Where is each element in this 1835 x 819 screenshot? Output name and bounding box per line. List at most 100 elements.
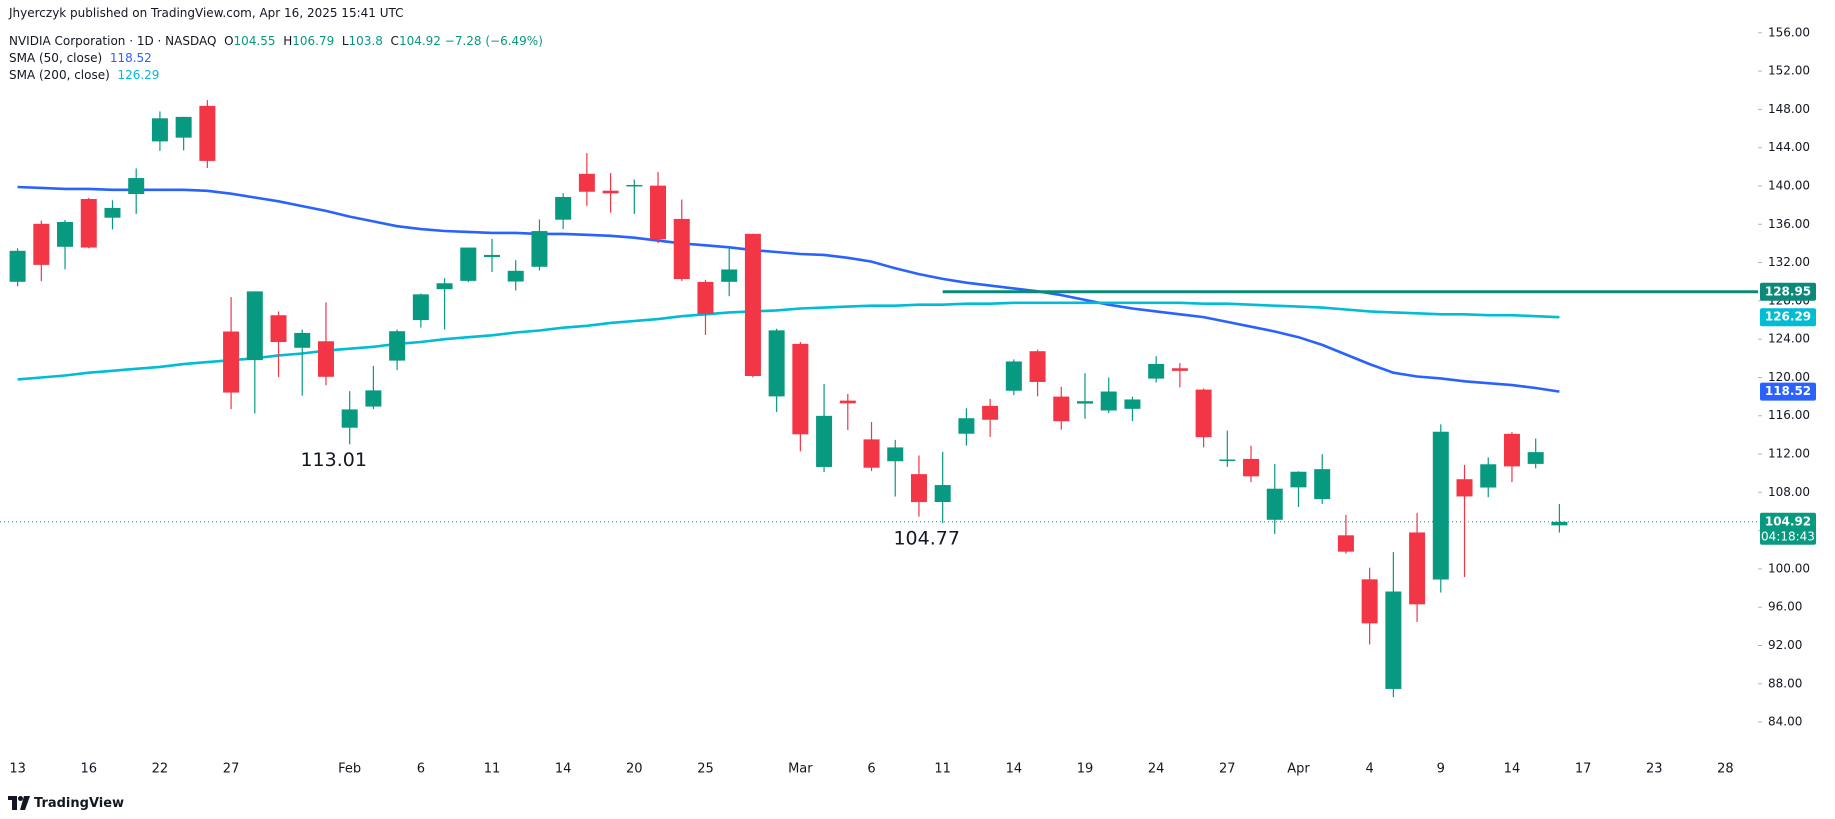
y-tick-label: 120.00 [1768, 370, 1810, 384]
x-tick-label: 9 [1437, 762, 1445, 777]
level-tag: 128.95 [1765, 284, 1811, 298]
x-tick-label: 22 [152, 762, 169, 777]
candle-body [1290, 471, 1307, 488]
candle-body [199, 105, 216, 161]
y-tick-label: 96.00 [1768, 600, 1802, 614]
candle-body [910, 474, 927, 503]
candle-body [673, 218, 690, 280]
candle-body [246, 291, 263, 361]
symbol-title: NVIDIA Corporation · 1D · NASDAQ [9, 34, 217, 48]
symbol-legend: NVIDIA Corporation · 1D · NASDAQ O104.55… [9, 34, 543, 48]
x-tick-label: 6 [867, 762, 875, 777]
ohlc-label: C [390, 34, 399, 48]
candle-body [887, 447, 904, 462]
candle-body [57, 221, 74, 247]
candle-body [578, 173, 595, 192]
change: −7.28 (−6.49%) [444, 34, 543, 48]
y-tick-label: 116.00 [1768, 408, 1810, 422]
x-tick-label: 13 [9, 762, 26, 777]
candle-body [1503, 433, 1520, 467]
candle-body [33, 223, 50, 265]
candle-body [365, 390, 382, 407]
price-tag: 104.92 [1765, 514, 1811, 528]
candle-body [1432, 431, 1449, 580]
y-tick-label: 132.00 [1768, 255, 1810, 269]
y-tick-label: 124.00 [1768, 332, 1810, 346]
candle-body [1243, 458, 1260, 477]
x-tick-label: 11 [934, 762, 951, 777]
candle-body [507, 270, 524, 282]
indicator-legend: SMA (200, close) 126.29 [9, 68, 159, 82]
sma50-tag: 118.52 [1765, 384, 1811, 398]
x-tick-label: 17 [1575, 762, 1592, 777]
candle-body [744, 233, 761, 377]
candle-body [697, 281, 714, 314]
ohlc-value: 103.8 [348, 34, 383, 48]
y-tick-label: 84.00 [1768, 715, 1802, 729]
y-tick-label: 112.00 [1768, 447, 1810, 461]
candle-body [1551, 521, 1568, 526]
y-tick-label: 148.00 [1768, 102, 1810, 116]
candle-body [1337, 535, 1354, 552]
attribution: Jhyerczyk published on TradingView.com, … [9, 6, 404, 20]
candle-body [294, 332, 311, 348]
candle-body [863, 439, 880, 468]
logo-text: TradingView [34, 795, 125, 811]
y-tick-label: 92.00 [1768, 638, 1802, 652]
candle-body [128, 178, 145, 195]
candle-body [1409, 532, 1426, 605]
candle-body [9, 250, 26, 282]
candle-body [555, 197, 572, 220]
candle-body [389, 331, 406, 361]
sma50-tag-bg [1760, 382, 1816, 401]
sma200-tag: 126.29 [1765, 310, 1811, 324]
candle-body [1385, 591, 1402, 689]
candle-body [650, 185, 667, 240]
x-tick-label: 23 [1646, 762, 1663, 777]
low-annotation: 104.77 [893, 528, 959, 550]
candle-body [1148, 363, 1165, 379]
candle-body [1195, 389, 1212, 438]
ohlc-value: 104.92 [398, 34, 441, 48]
candle-body [1124, 399, 1141, 409]
candle-body [460, 247, 477, 281]
legend-value: 126.29 [117, 68, 160, 82]
y-tick-label: 144.00 [1768, 140, 1810, 154]
candle-body [1100, 391, 1117, 411]
x-tick-label: 24 [1148, 762, 1165, 777]
candle-body [768, 330, 785, 397]
candle-body [341, 409, 358, 428]
low-annotation: 113.01 [300, 449, 366, 471]
y-tick-label: 152.00 [1768, 64, 1810, 78]
candle-body [80, 199, 97, 248]
candle-body [1361, 579, 1378, 624]
indicator-legend: SMA (50, close) 118.52 [9, 51, 152, 65]
candle-body [1527, 452, 1544, 464]
candle-body [531, 231, 548, 267]
candle-body [175, 116, 192, 138]
candle-body [223, 331, 240, 393]
candle-body [484, 254, 500, 258]
candle-body [1077, 401, 1093, 404]
ohlc-value: 104.55 [233, 34, 276, 48]
x-tick-label: 11 [484, 762, 501, 777]
x-tick-label: 25 [697, 762, 714, 777]
sma-line [17, 301, 1560, 381]
y-tick-label: 108.00 [1768, 485, 1810, 499]
candle-body [1029, 351, 1046, 382]
candle-body [1480, 464, 1497, 488]
candle-body [1456, 479, 1473, 497]
candle-body [412, 294, 429, 321]
candle-body [934, 485, 951, 502]
countdown: 04:18:43 [1761, 529, 1815, 543]
logo-icon [8, 796, 30, 810]
x-tick-label: 27 [223, 762, 240, 777]
x-tick-label: 27 [1219, 762, 1236, 777]
x-tick-label: 28 [1717, 762, 1734, 777]
candle-body [1053, 396, 1070, 422]
x-tick-label: 4 [1365, 762, 1373, 777]
ohlc-value: 106.79 [292, 34, 335, 48]
candle-body [317, 341, 334, 377]
candle-body [1171, 368, 1188, 371]
